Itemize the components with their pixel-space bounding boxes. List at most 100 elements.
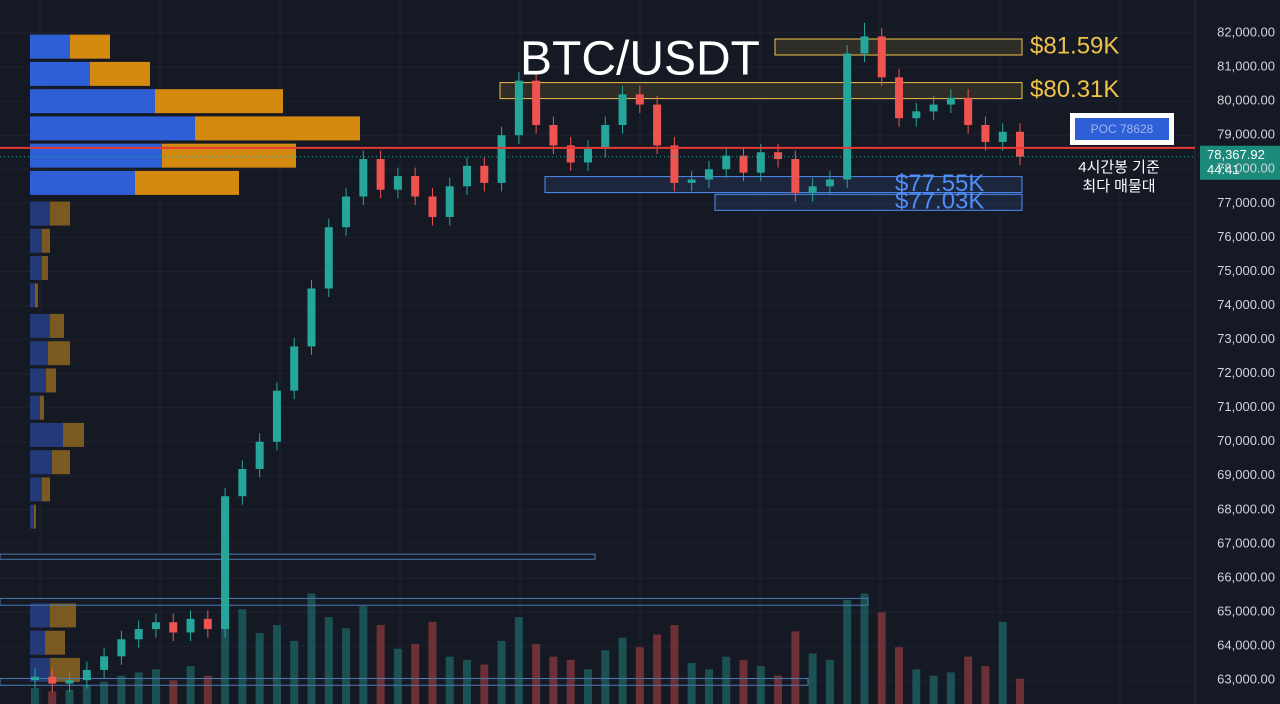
profile-buy: [30, 283, 35, 308]
profile-sell: [42, 228, 50, 253]
volume-bar: [653, 634, 662, 704]
candle-body: [31, 676, 39, 681]
y-tick-label: 75,000.00: [1217, 263, 1275, 278]
volume-bar: [791, 631, 800, 704]
profile-sell: [45, 630, 65, 655]
candle-body: [791, 159, 800, 194]
profile-buy: [30, 228, 42, 253]
chart-title: BTC/USDT: [520, 33, 760, 86]
volume-bar: [445, 656, 454, 704]
candle-body: [618, 94, 627, 125]
candle-body: [912, 111, 921, 119]
profile-buy: [30, 630, 45, 655]
volume-bar: [203, 675, 212, 704]
y-tick-label: 78,000.00: [1217, 161, 1275, 176]
candle-body: [739, 155, 748, 173]
volume-bar: [549, 656, 558, 704]
profile-buy: [30, 450, 52, 475]
candle-body: [860, 36, 869, 54]
candle-body: [411, 176, 420, 197]
candle-body: [532, 80, 541, 125]
volume-bar: [722, 656, 731, 704]
volume-bar: [843, 599, 852, 704]
volume-bar: [670, 625, 679, 704]
volume-bar: [359, 606, 368, 704]
candle-body: [428, 196, 437, 217]
volume-bar: [774, 675, 783, 704]
candle-body: [825, 179, 834, 187]
candle-body: [117, 639, 126, 657]
zone-box: [0, 597, 869, 606]
y-tick-label: 68,000.00: [1217, 501, 1275, 516]
volume-bar: [238, 609, 247, 704]
y-tick-label: 69,000.00: [1217, 467, 1275, 482]
candle-body: [255, 441, 264, 469]
candle-body: [65, 680, 74, 684]
volume-bar: [342, 628, 351, 704]
candle-body: [342, 196, 351, 228]
volume-bar: [65, 689, 74, 704]
candle-body: [169, 622, 178, 633]
candle-body: [221, 496, 230, 630]
candle-body: [895, 77, 904, 119]
volume-bar: [324, 617, 333, 704]
y-tick-label: 82,000.00: [1217, 24, 1275, 39]
volume-bar: [428, 621, 437, 704]
candle-body: [445, 186, 454, 217]
volume-bar: [376, 625, 385, 704]
volume-bar: [635, 647, 644, 704]
profile-sell: [50, 603, 76, 628]
volume-bar: [31, 688, 39, 704]
price-label: 78,367.92: [1207, 147, 1265, 162]
y-tick-label: 81,000.00: [1217, 59, 1275, 74]
profile-buy: [30, 313, 50, 338]
volume-bar: [117, 675, 126, 704]
zone-box: [0, 553, 596, 560]
profile-sell: [50, 201, 70, 226]
profile-buy: [30, 256, 42, 281]
volume-bar: [151, 669, 160, 704]
volume-bar: [583, 669, 592, 704]
volume-bar: [998, 621, 1007, 704]
candle-body: [670, 145, 679, 183]
candle-body: [48, 676, 57, 684]
volume-bar: [134, 672, 143, 704]
y-tick-label: 77,000.00: [1217, 195, 1275, 210]
volume-bar: [618, 637, 627, 704]
candle-body: [704, 169, 713, 180]
candle-body: [722, 155, 731, 170]
candle-body: [480, 165, 489, 183]
volume-bar: [601, 650, 610, 704]
candle-body: [100, 656, 109, 670]
candle-body: [272, 390, 281, 442]
y-tick-label: 64,000.00: [1217, 638, 1275, 653]
candle-body: [877, 36, 886, 78]
candle-body: [290, 346, 299, 391]
candle-body: [964, 97, 973, 125]
candle-body: [635, 94, 644, 105]
volume-bar: [566, 659, 575, 704]
profile-sell: [50, 313, 64, 338]
profile-buy: [30, 422, 63, 447]
level-label: $77.55K: [895, 170, 984, 197]
level-box: [499, 82, 1023, 100]
profile-sell: [135, 170, 239, 195]
profile-buy: [30, 34, 70, 59]
volume-bar: [532, 644, 541, 704]
volume-bar: [100, 681, 109, 704]
volume-bar: [393, 648, 402, 704]
candle-body: [1016, 131, 1024, 157]
volume-bar: [808, 653, 817, 704]
candle-body: [566, 145, 575, 163]
profile-sell: [35, 283, 38, 308]
volume-bar: [739, 659, 748, 704]
volume-bar: [929, 675, 938, 704]
candle-body: [687, 179, 696, 183]
candle-body: [998, 131, 1007, 143]
y-tick-label: 80,000.00: [1217, 93, 1275, 108]
profile-buy: [30, 603, 50, 628]
profile-sell: [34, 504, 36, 529]
profile-buy: [30, 341, 48, 366]
profile-sell: [40, 395, 44, 420]
level-label: $80.31K: [1030, 76, 1119, 103]
